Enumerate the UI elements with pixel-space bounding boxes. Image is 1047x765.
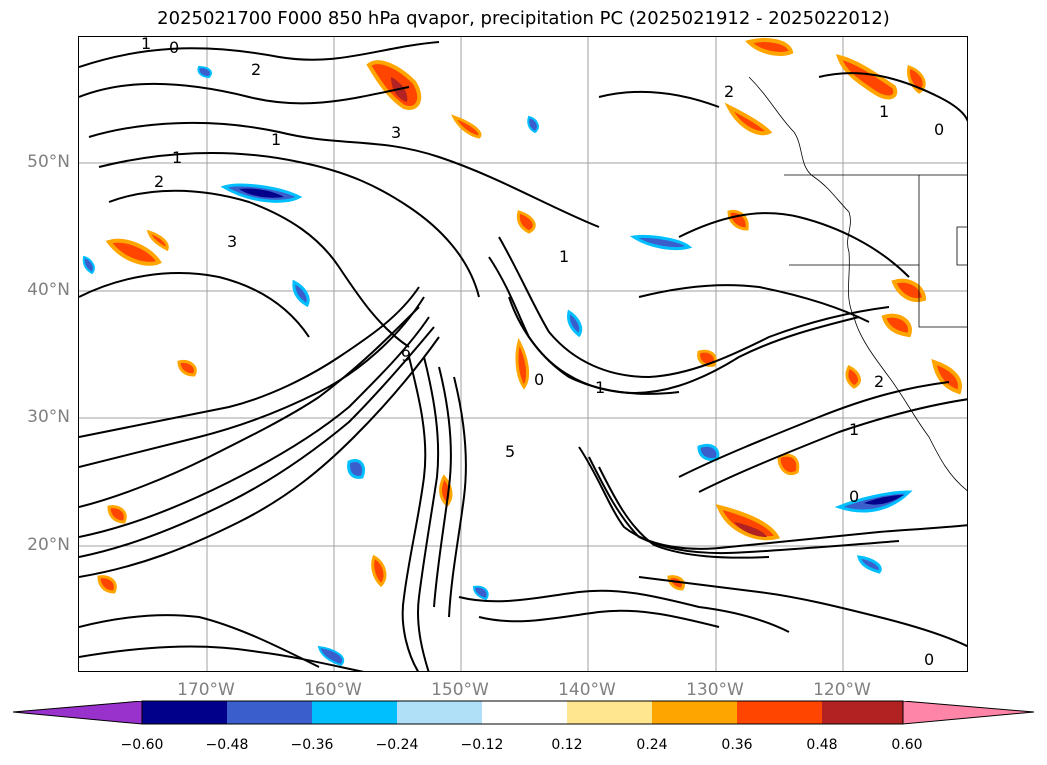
map-panel: 1 2 3 0 1 2 5 1 9 1 0 2 1 0 1 0 2 3 1 0 [78,36,968,672]
contour-label: 1 [172,148,182,167]
positive-precip-patches [97,38,962,594]
contour-label: 1 [271,130,281,149]
contour-label: 0 [534,370,544,389]
coastlines [748,76,967,491]
contour-label: 9 [401,346,411,365]
colorbar-segment [652,701,737,724]
contour-label: 2 [724,82,734,101]
colorbar [12,700,1035,725]
contour-label: 5 [505,442,515,461]
colorbar-extend-high [903,701,1034,724]
contour-label: 1 [141,37,151,53]
colorbar-tick-label: −0.36 [290,737,334,753]
map-plot: 1 2 3 0 1 2 5 1 9 1 0 2 1 0 1 0 2 3 1 0 [79,37,967,671]
colorbar-segment [397,701,482,724]
contour-label: 1 [879,102,889,121]
graticule [79,37,967,671]
lon-label: 170°W [177,680,235,700]
colorbar-segment [567,701,652,724]
contour-labels: 1 2 3 0 1 2 5 1 9 1 0 2 1 0 1 0 2 3 1 0 [141,37,944,669]
colorbar-segment [737,701,822,724]
contour-label: 1 [849,420,859,439]
contour-label: 1 [595,378,605,397]
colorbar-tick-label: 0.36 [721,737,753,753]
colorbar-segment [142,701,227,724]
colorbar-tick-label: 0.24 [636,737,668,753]
colorbar-tick-label: 0.48 [806,737,838,753]
lat-label: 50°N [27,152,70,172]
colorbar-segment [822,701,907,724]
contour-label: 0 [934,120,944,139]
lat-label: 30°N [27,407,70,427]
lat-label: 40°N [27,280,70,300]
colorbar-tick-label: 0.12 [551,737,583,753]
colorbar-segment [312,701,397,724]
colorbar-extend-low [13,701,142,724]
qvapor-contours [79,41,967,671]
colorbar-tick-label: −0.48 [205,737,249,753]
lat-label: 20°N [27,535,70,555]
lon-label: 150°W [431,680,489,700]
contour-label: 2 [154,172,164,191]
colorbar-segment [482,701,567,724]
contour-label: 0 [849,487,859,506]
colorbar-tick-label: −0.60 [120,737,164,753]
colorbar-segment [227,701,312,724]
map-title: 2025021700 F000 850 hPa qvapor, precipit… [157,8,890,29]
contour-label: 1 [559,247,569,266]
colorbar-tick-label: 0.60 [891,737,923,753]
lon-label: 130°W [686,680,744,700]
lon-label: 120°W [813,680,871,700]
negative-precip-patches [82,65,913,667]
contour-label: 2 [874,372,884,391]
colorbar-outline [12,700,1035,725]
colorbar-tick-label: −0.12 [460,737,504,753]
lon-label: 140°W [558,680,616,700]
colorbar-tick-label: −0.24 [375,737,419,753]
contour-label: 0 [169,38,179,57]
contour-label: 0 [924,650,934,669]
contour-label: 2 [251,60,261,79]
contour-label: 3 [391,123,401,142]
lon-label: 160°W [304,680,362,700]
contour-label: 3 [227,232,237,251]
